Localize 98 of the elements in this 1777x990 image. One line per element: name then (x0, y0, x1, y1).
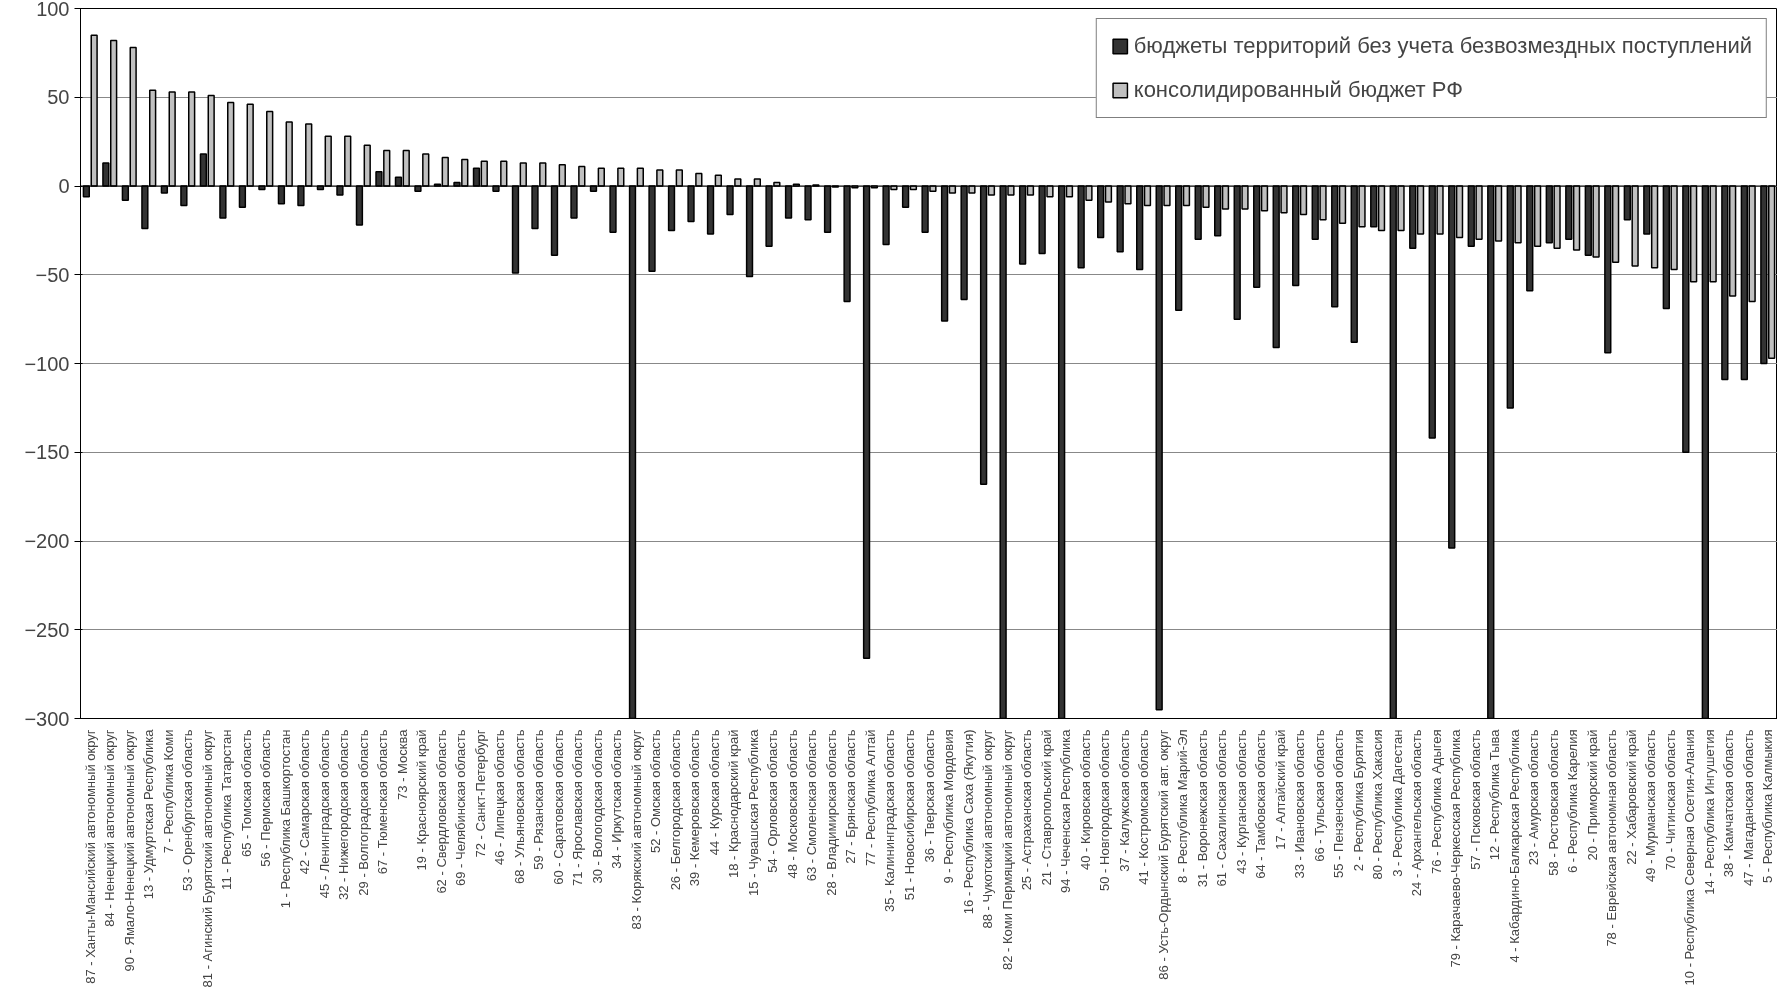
x-tick-label: 60 - Саратовская область (550, 729, 566, 885)
x-tick-label: 33 - Ивановская область (1292, 729, 1308, 879)
x-tick-label: 57 - Псковская область (1467, 729, 1483, 870)
x-tick-label: 79 - Карачаево-Черкесская Республика (1448, 728, 1464, 968)
x-tick-label: 31 - Воронежская область (1194, 729, 1210, 888)
x-tick-label: 81 - Агинский Бурятский автономный округ (199, 729, 215, 988)
x-tick-label: 73 - Москва (394, 728, 410, 800)
x-tick-label: 26 - Белгородская область (667, 729, 683, 891)
x-tick-label: 86 - Усть-Ордынский Бурятский авт. округ (1155, 729, 1171, 980)
x-tick-label: 10 - Республика Северная Осетия-Алания (1682, 729, 1698, 986)
x-tick-label: 51 - Новосибирская область (901, 729, 917, 901)
x-tick-label: 3 - Республика Дагестан (1389, 729, 1405, 877)
x-tick-label: 43 - Курганская область (1233, 729, 1249, 875)
x-tick-label: 9 - Республика Мордовия (941, 729, 957, 884)
x-tick-label: 35 - Калининградская область (882, 729, 898, 913)
x-tick-label: 52 - Омская область (648, 729, 664, 854)
x-tick-label: 11 - Республика Татарстан (219, 729, 235, 890)
x-tick-label: 17 - Алтайский край (1272, 729, 1288, 850)
legend-label: консолидированный бюджет РФ (1133, 77, 1463, 103)
y-tick-label: −100 (24, 352, 70, 375)
x-tick-label: 84 - Ненецкий автономный округ (102, 729, 118, 927)
x-tick-label: 54 - Орловская область (765, 729, 781, 873)
y-tick-label: 0 (58, 175, 70, 197)
x-tick-label: 2 - Республика Бурятия (1350, 729, 1366, 872)
x-tick-label: 18 - Краснодарский край (726, 729, 742, 878)
x-tick-label: 87 - Ханты-Мансийский автономный округ (82, 729, 98, 984)
x-tick-label: 15 - Чувашская Республика (745, 728, 761, 896)
x-tick-label: 41 - Костромская область (1136, 729, 1152, 885)
x-tick-label: 46 - Липецкая область (492, 729, 508, 866)
x-tick-label: 14 - Республика Ингушетия (1701, 729, 1717, 895)
x-tick-label: 64 - Тамбовская область (1253, 729, 1269, 879)
x-tick-label: 25 - Астраханская область (1019, 729, 1035, 891)
x-tick-label: 22 - Хабаровский край (1623, 729, 1639, 865)
y-tick-label: −150 (24, 441, 70, 464)
x-tick-label: 20 - Приморский край (1584, 729, 1600, 861)
x-tick-label: 53 - Оренбургская область (180, 729, 196, 891)
y-tick-label: −250 (24, 618, 70, 641)
x-tick-label: 77 - Республика Алтай (862, 729, 878, 867)
x-tick-label: 36 - Тверская область (921, 729, 937, 863)
x-tick-label: 37 - Калужская область (1116, 729, 1132, 872)
x-tick-label: 29 - Волгоградская область (355, 729, 371, 896)
x-tick-label: 88 - Чукотский автономный округ (980, 729, 996, 929)
x-tick-label: 66 - Тульская область (1311, 729, 1327, 862)
x-tick-label: 5 - Республика Калмыкия (1760, 729, 1776, 883)
x-tick-label: 30 - Вологодская область (589, 729, 605, 884)
x-tick-label: 90 - Ямало-Ненецкий автономный округ (121, 729, 137, 972)
y-tick-label: 50 (47, 86, 70, 109)
y-tick-label: −300 (24, 707, 70, 730)
x-tick-label: 1 - Республика Башкортостан (277, 729, 293, 909)
x-tick-label: 44 - Курская область (706, 729, 722, 856)
x-tick-label: 65 - Томская область (238, 729, 254, 858)
x-tick-label: 32 - Нижегородская область (336, 729, 352, 901)
x-tick-label: 80 - Республика Хакасия (1370, 729, 1386, 880)
x-tick-label: 16 - Республика Саха (Якутия) (960, 729, 976, 915)
x-tick-label: 55 - Пензенская область (1331, 729, 1347, 878)
x-tick-label: 68 - Ульяновская область (511, 729, 527, 884)
x-tick-label: 21 - Ставропольский край (1038, 729, 1054, 886)
x-tick-label: 50 - Новгородская область (1097, 729, 1113, 891)
x-tick-label: 59 - Рязанская область (531, 729, 547, 870)
x-tick-label: 7 - Республика Коми (160, 729, 176, 854)
x-tick-label: 82 - Коми Пермяцкий автономный округ (999, 729, 1015, 971)
x-tick-label: 78 - Еврейская автономная область (1604, 729, 1620, 947)
x-tick-label: 72 - Санкт-Петербург (472, 729, 488, 858)
x-tick-label: 83 - Корякский автономный округ (628, 729, 644, 930)
x-tick-label: 61 - Сахалинская область (1214, 729, 1230, 887)
x-tick-label: 42 - Самарская область (297, 729, 313, 875)
x-tick-label: 70 - Читинская область (1662, 729, 1678, 871)
x-tick-label: 63 - Смоленская область (804, 729, 820, 882)
y-tick-label: 100 (36, 0, 70, 20)
x-tick-label: 19 - Красноярский край (414, 729, 430, 871)
x-tick-label: 12 - Республика Тыва (1487, 728, 1503, 861)
y-tick-label: −50 (35, 263, 70, 286)
x-tick-label: 8 - Республика Марий-Эл (1175, 729, 1191, 884)
x-tick-label: 58 - Ростовская область (1545, 729, 1561, 876)
x-tick-label: 47 - Магаданская область (1740, 729, 1756, 886)
x-tick-label: 94 - Чеченская Республика (1058, 728, 1074, 893)
legend-label: бюджеты территорий без учета безвозмездных поступлений (1133, 33, 1752, 59)
x-tick-label: 45 - Ленинградская область (316, 729, 332, 899)
x-tick-label: 24 - Архангельская область (1409, 729, 1425, 897)
x-tick-label: 48 - Московская область (784, 729, 800, 879)
x-tick-label: 67 - Тюменская область (375, 729, 391, 875)
x-tick-label: 71 - Ярославская область (570, 729, 586, 886)
x-tick-label: 39 - Кемеровская область (687, 729, 703, 887)
x-tick-label: 62 - Свердловская область (433, 729, 449, 894)
x-tick-label: 27 - Брянская область (843, 729, 859, 864)
x-tick-label: 69 - Челябинская область (453, 729, 469, 886)
x-tick-label: 56 - Пермская область (258, 729, 274, 867)
x-tick-label: 23 - Амурская область (1526, 729, 1542, 866)
x-tick-label: 49 - Мурманская область (1643, 729, 1659, 882)
x-tick-label: 76 - Республика Адыгея (1428, 729, 1444, 874)
x-tick-label: 28 - Владимирская область (823, 729, 839, 896)
y-tick-label: −200 (24, 530, 70, 552)
x-tick-label: 4 - Кабардино-Балкарская Республика (1506, 728, 1522, 963)
x-tick-label: 6 - Республика Карелия (1565, 729, 1581, 874)
x-tick-label: 40 - Кировская область (1077, 729, 1093, 871)
x-tick-label: 13 - Удмуртская Республика (141, 728, 157, 900)
x-tick-label: 34 - Иркутская область (609, 729, 625, 869)
x-tick-label: 38 - Камчатская область (1721, 729, 1737, 878)
